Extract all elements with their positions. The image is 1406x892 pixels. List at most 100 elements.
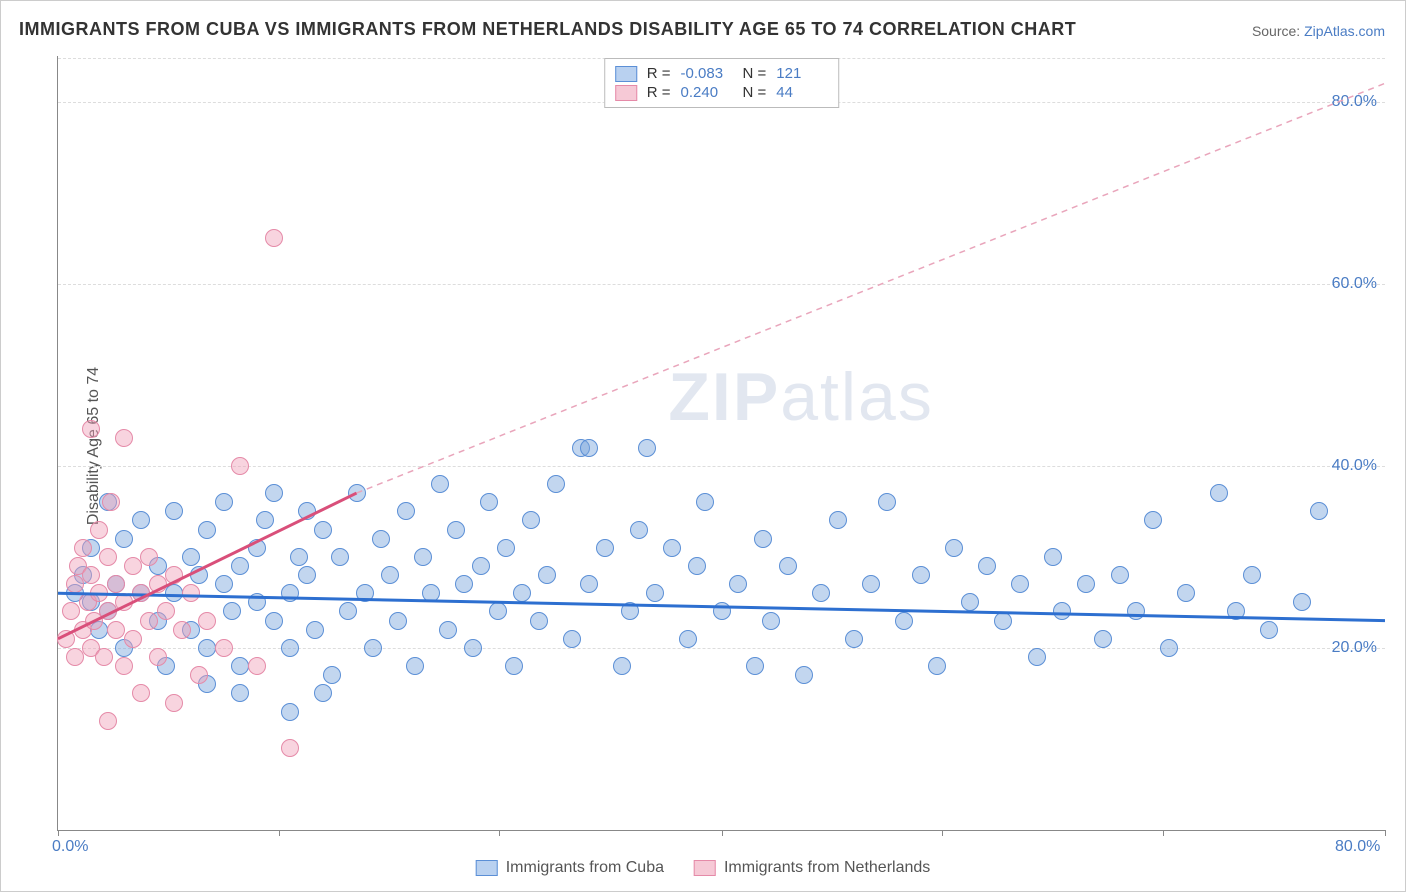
data-point <box>447 521 465 539</box>
legend-label-netherlands: Immigrants from Netherlands <box>724 859 930 877</box>
data-point <box>66 648 84 666</box>
data-point <box>248 657 266 675</box>
data-point <box>107 575 125 593</box>
data-point <box>480 493 498 511</box>
source-link[interactable]: ZipAtlas.com <box>1304 23 1385 39</box>
legend-item-netherlands: Immigrants from Netherlands <box>694 859 930 877</box>
data-point <box>198 639 216 657</box>
data-point <box>1011 575 1029 593</box>
data-point <box>190 566 208 584</box>
xtick <box>58 830 59 836</box>
data-point <box>1044 548 1062 566</box>
xtick <box>499 830 500 836</box>
source-label: Source: <box>1252 23 1300 39</box>
r-value-cuba: -0.083 <box>681 65 733 82</box>
data-point <box>231 557 249 575</box>
data-point <box>563 630 581 648</box>
data-point <box>1310 502 1328 520</box>
data-point <box>688 557 706 575</box>
data-point <box>223 602 241 620</box>
data-point <box>215 493 233 511</box>
legend-item-cuba: Immigrants from Cuba <box>476 859 664 877</box>
data-point <box>713 602 731 620</box>
data-point <box>102 493 120 511</box>
data-point <box>547 475 565 493</box>
data-point <box>862 575 880 593</box>
data-point <box>248 593 266 611</box>
data-point <box>265 484 283 502</box>
ytick-label: 40.0% <box>1332 457 1377 475</box>
data-point <box>812 584 830 602</box>
r-label: R = <box>647 84 671 101</box>
data-point <box>140 548 158 566</box>
data-point <box>265 229 283 247</box>
data-point <box>132 684 150 702</box>
data-point <box>231 457 249 475</box>
data-point <box>165 502 183 520</box>
data-point <box>389 612 407 630</box>
xtick-label: 80.0% <box>1335 838 1380 856</box>
data-point <box>90 521 108 539</box>
data-point <box>165 566 183 584</box>
data-point <box>215 575 233 593</box>
chart-title: IMMIGRANTS FROM CUBA VS IMMIGRANTS FROM … <box>19 19 1076 40</box>
regression-lines <box>58 56 1385 830</box>
data-point <box>173 621 191 639</box>
data-point <box>57 630 75 648</box>
plot-area: R = -0.083 N = 121 R = 0.240 N = 44 ZIPa… <box>57 56 1385 831</box>
data-point <box>115 429 133 447</box>
data-point <box>231 657 249 675</box>
xtick-label: 0.0% <box>52 838 88 856</box>
data-point <box>414 548 432 566</box>
data-point <box>638 439 656 457</box>
gridline <box>58 648 1385 649</box>
data-point <box>82 566 100 584</box>
data-point <box>182 548 200 566</box>
data-point <box>182 584 200 602</box>
data-point <box>439 621 457 639</box>
data-point <box>779 557 797 575</box>
data-point <box>505 657 523 675</box>
data-point <box>306 621 324 639</box>
legend-label-cuba: Immigrants from Cuba <box>506 859 664 877</box>
data-point <box>265 612 283 630</box>
data-point <box>912 566 930 584</box>
data-point <box>323 666 341 684</box>
data-point <box>124 557 142 575</box>
data-point <box>165 694 183 712</box>
data-point <box>538 566 556 584</box>
data-point <box>1053 602 1071 620</box>
data-point <box>115 657 133 675</box>
data-point <box>878 493 896 511</box>
data-point <box>1127 602 1145 620</box>
legend-row-cuba: R = -0.083 N = 121 <box>615 65 829 82</box>
data-point <box>994 612 1012 630</box>
data-point <box>74 539 92 557</box>
data-point <box>613 657 631 675</box>
data-point <box>829 511 847 529</box>
data-point <box>190 666 208 684</box>
data-point <box>1111 566 1129 584</box>
data-point <box>746 657 764 675</box>
xtick <box>942 830 943 836</box>
data-point <box>290 548 308 566</box>
data-point <box>895 612 913 630</box>
data-point <box>1144 511 1162 529</box>
data-point <box>762 612 780 630</box>
data-point <box>381 566 399 584</box>
data-point <box>406 657 424 675</box>
legend-row-netherlands: R = 0.240 N = 44 <box>615 84 829 101</box>
swatch-blue-icon <box>476 860 498 876</box>
data-point <box>397 502 415 520</box>
data-point <box>696 493 714 511</box>
data-point <box>281 739 299 757</box>
gridline <box>58 466 1385 467</box>
data-point <box>422 584 440 602</box>
data-point <box>132 584 150 602</box>
data-point <box>99 602 117 620</box>
data-point <box>231 684 249 702</box>
ytick-label: 80.0% <box>1332 93 1377 111</box>
xtick <box>279 830 280 836</box>
gridline <box>58 284 1385 285</box>
data-point <box>66 575 84 593</box>
